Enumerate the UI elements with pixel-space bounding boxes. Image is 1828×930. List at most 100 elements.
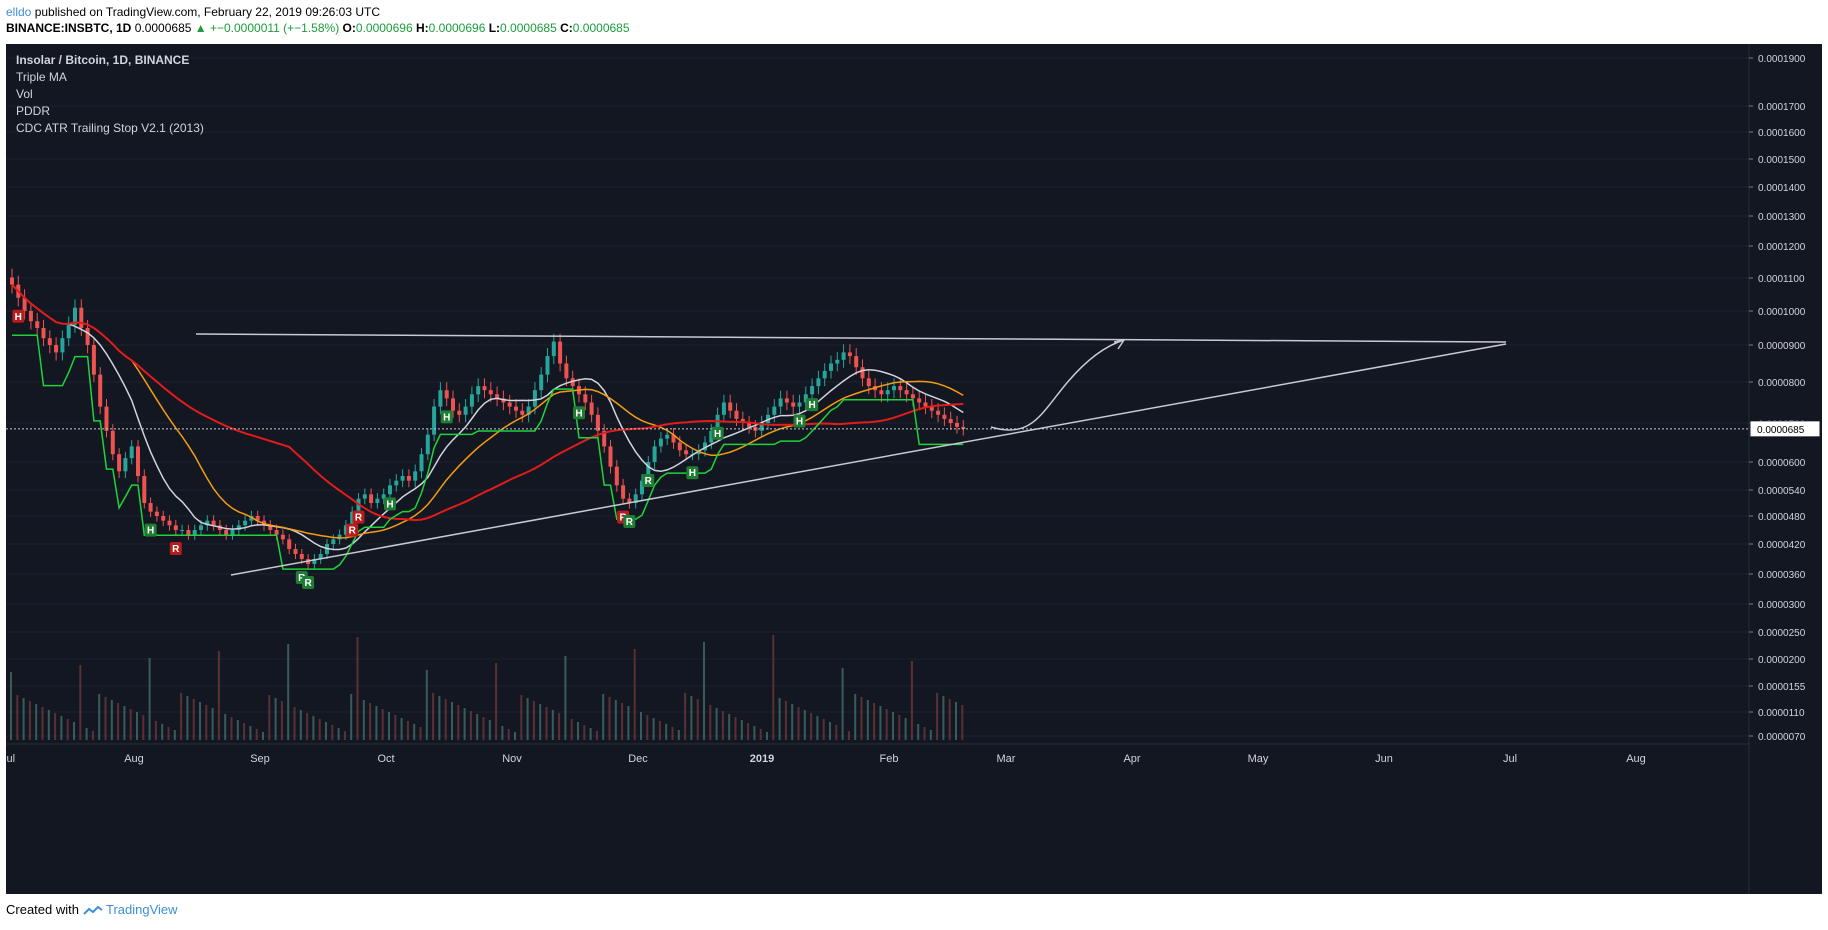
volume-bar bbox=[570, 719, 573, 740]
candle-body bbox=[91, 345, 96, 375]
candle-body bbox=[589, 402, 594, 415]
signal-marker-label: H bbox=[689, 468, 696, 479]
candle-body bbox=[583, 394, 588, 403]
support-line bbox=[230, 343, 1507, 576]
volume-bar bbox=[551, 710, 554, 740]
author-link[interactable]: elldo bbox=[6, 5, 32, 19]
volume-bar bbox=[79, 665, 82, 740]
candle-body bbox=[501, 398, 506, 403]
candle-body bbox=[123, 458, 128, 472]
candle-body bbox=[236, 525, 241, 530]
volume-bar bbox=[822, 719, 825, 740]
volume-bar bbox=[337, 728, 340, 740]
signal-marker bbox=[302, 576, 315, 589]
candle-body bbox=[60, 338, 65, 353]
projection-arrow bbox=[990, 339, 1125, 431]
candle-body bbox=[230, 530, 235, 535]
signal-marker-label: R bbox=[355, 513, 363, 524]
footer: Created with TradingView bbox=[6, 902, 178, 917]
volume-bar bbox=[432, 693, 435, 740]
candle-body bbox=[936, 410, 941, 415]
legend-indicator[interactable]: CDC ATR Trailing Stop V2.1 (2013) bbox=[16, 121, 204, 135]
volume-bar bbox=[230, 717, 233, 740]
change-value: ▲ +−0.0000011 (+−1.58%) bbox=[194, 21, 340, 35]
legend-indicator[interactable]: PDDR bbox=[16, 104, 51, 118]
candle-body bbox=[192, 530, 197, 535]
candle-body bbox=[167, 520, 172, 526]
price-tick-label: 0.0000200 bbox=[1758, 655, 1806, 666]
time-tick-label: May bbox=[1248, 753, 1269, 765]
volume-bar bbox=[192, 699, 195, 740]
candle-body bbox=[457, 410, 462, 415]
candle-body bbox=[110, 430, 115, 455]
volume-bar bbox=[343, 731, 346, 740]
volume-bar bbox=[495, 663, 498, 740]
price-chart[interactable]: 0.0001900 0.0001700 0.0001600 0.0001500 0.00… bbox=[6, 44, 1822, 894]
candle-body bbox=[73, 307, 77, 325]
candle-body bbox=[350, 511, 355, 526]
candle-body bbox=[400, 476, 405, 481]
volume-bar bbox=[577, 722, 579, 740]
volume-bar bbox=[293, 707, 296, 740]
volume-bar bbox=[47, 710, 50, 740]
symbol-label: BINANCE:INSBTC, 1D bbox=[6, 21, 132, 35]
candle-body bbox=[35, 321, 40, 328]
legend-title: Insolar / Bitcoin, 1D, BINANCE bbox=[16, 53, 190, 67]
price-tick-label: 0.0000070 bbox=[1758, 732, 1806, 743]
candle-body bbox=[759, 423, 764, 431]
candle-body bbox=[526, 406, 531, 415]
candle-body bbox=[173, 525, 178, 530]
candle-body bbox=[614, 466, 619, 486]
volume-bar bbox=[595, 731, 598, 740]
time-tick-label: Mar bbox=[997, 753, 1016, 765]
volume-bar bbox=[917, 724, 920, 740]
candle-body bbox=[734, 410, 739, 419]
volume-bar bbox=[73, 722, 75, 740]
close-label: C: bbox=[560, 21, 573, 35]
candle-body bbox=[558, 341, 563, 364]
signal-marker-label: R bbox=[349, 526, 357, 537]
candle-body bbox=[432, 406, 437, 435]
candle-body bbox=[186, 530, 191, 535]
volume-bar bbox=[564, 656, 567, 740]
volume-bar bbox=[280, 701, 283, 740]
volume-bar bbox=[236, 720, 239, 740]
candle-body bbox=[243, 520, 248, 526]
volume-bar bbox=[633, 649, 636, 740]
tradingview-link[interactable]: TradingView bbox=[106, 902, 178, 917]
candle-body bbox=[293, 549, 298, 554]
signal-marker-label: H bbox=[443, 412, 450, 423]
volume-bar bbox=[772, 635, 775, 740]
candle-body bbox=[463, 406, 468, 415]
volume-bar bbox=[476, 714, 479, 740]
legend-indicator[interactable]: Vol bbox=[16, 87, 33, 101]
chart-area[interactable]: 0.0001900 0.0001700 0.0001600 0.0001500 0.00… bbox=[6, 44, 1822, 894]
volume-bar bbox=[658, 721, 661, 740]
candle-body bbox=[665, 434, 670, 439]
volume-bar bbox=[406, 721, 409, 740]
volume-bar bbox=[469, 711, 472, 740]
volume-bar bbox=[671, 727, 674, 740]
candle-body bbox=[299, 554, 304, 559]
volume-bar bbox=[306, 713, 309, 740]
volume-bar bbox=[148, 658, 151, 740]
volume-bar bbox=[425, 670, 428, 740]
volume-bar bbox=[217, 651, 220, 740]
volume-bar bbox=[60, 716, 63, 740]
volume-bar bbox=[369, 703, 372, 740]
time-tick-label: Nov bbox=[502, 753, 522, 765]
legend-indicator[interactable]: Triple MA bbox=[16, 70, 67, 84]
volume-bar bbox=[507, 729, 510, 740]
candle-body bbox=[514, 406, 518, 411]
candle-body bbox=[381, 494, 386, 499]
volume-bar bbox=[268, 695, 271, 740]
candle-body bbox=[520, 410, 525, 415]
volume-bar bbox=[759, 729, 762, 740]
volume-bar bbox=[104, 697, 107, 740]
candle-body bbox=[343, 525, 348, 535]
volume-bar bbox=[854, 694, 857, 740]
candle-body bbox=[961, 426, 966, 429]
candle-body bbox=[948, 418, 953, 423]
signal-marker bbox=[144, 523, 157, 537]
high-value: 0.0000696 bbox=[428, 21, 486, 35]
